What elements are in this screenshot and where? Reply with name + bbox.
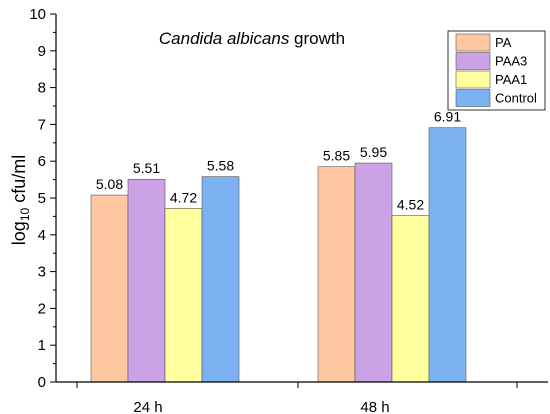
data-label: 5.08	[96, 176, 123, 192]
legend-label: PAA3	[495, 54, 527, 69]
bar-pa-48h	[317, 166, 356, 383]
y-tick-label: 7	[38, 116, 46, 133]
y-tick-label: 8	[38, 80, 46, 97]
data-label: 5.58	[207, 158, 234, 174]
y-tick-label: 3	[38, 264, 46, 281]
chart-title: Candida albicans growth	[159, 29, 345, 48]
legend-swatch-control	[455, 89, 491, 107]
legend-swatch-paa1	[455, 70, 491, 89]
y-tick-label: 0	[38, 374, 46, 391]
y-tick-label: 1	[38, 337, 46, 354]
y-tick-label: 6	[38, 153, 46, 170]
legend-label: Control	[495, 91, 537, 106]
data-label: 4.72	[170, 189, 197, 205]
y-axis-label: log10 cfu/ml	[9, 155, 32, 245]
y-tick-label: 5	[38, 190, 46, 207]
bar-pa-24h	[90, 194, 129, 383]
bars: 5.08 5.85 5.51 5.95 4.72 4.52 5.58 6.91	[90, 109, 467, 383]
y-tick-label: 9	[38, 43, 46, 60]
y-tick-label: 10	[29, 6, 46, 23]
y-tick-label: 4	[38, 227, 46, 244]
data-label: 5.85	[323, 148, 350, 164]
bar-control-48h	[428, 127, 467, 383]
legend: PA PAA3 PAA1 Control	[447, 30, 546, 111]
data-label: 5.95	[360, 144, 387, 160]
legend-swatch-paa3	[455, 52, 491, 70]
bar-paa3-48h	[354, 162, 393, 383]
data-label: 6.91	[434, 109, 461, 125]
x-category-label: 48 h	[360, 399, 389, 414]
data-label: 5.51	[133, 160, 160, 176]
x-category-label: 24 h	[133, 399, 162, 414]
axes: 0 1 2 3 4 5 6 7 8 9 10 24 h 48 h	[29, 6, 548, 414]
bar-paa1-24h	[164, 208, 203, 383]
legend-label: PA	[495, 35, 512, 50]
bar-control-24h	[201, 176, 240, 383]
y-tick-label: 2	[38, 300, 46, 317]
legend-swatch-pa	[455, 33, 491, 52]
bar-paa3-24h	[127, 178, 166, 383]
data-label: 4.52	[397, 197, 424, 213]
bar-paa1-48h	[391, 215, 430, 383]
legend-label: PAA1	[495, 72, 527, 87]
